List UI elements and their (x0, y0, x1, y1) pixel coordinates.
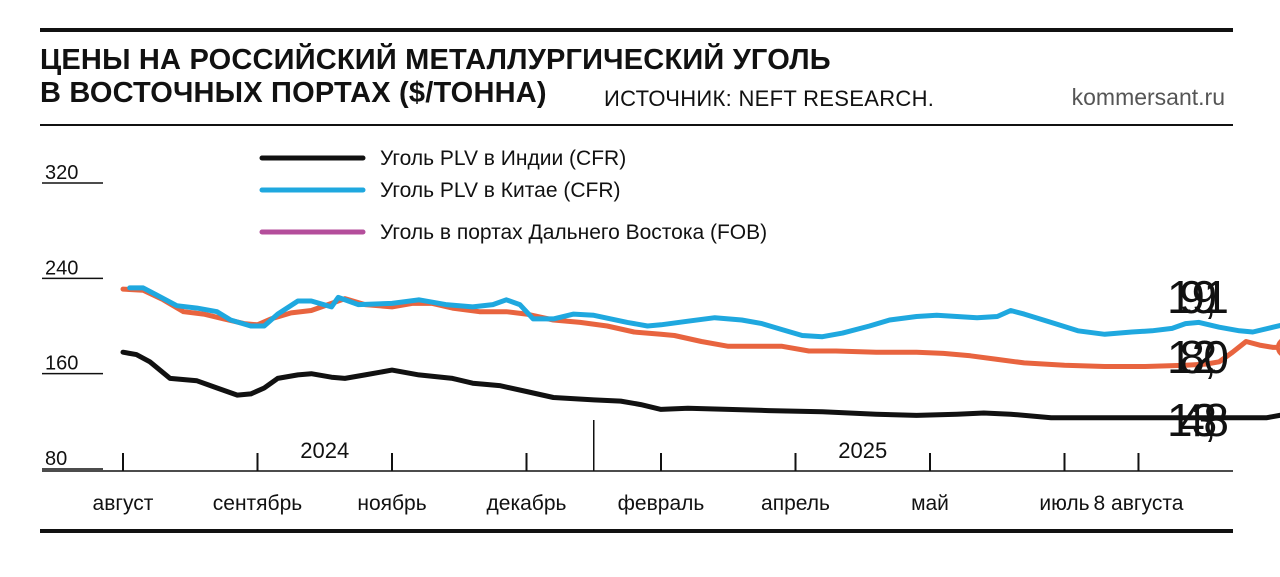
series-end-marker-2 (1275, 339, 1280, 356)
y-tick-label-240: 240 (45, 257, 78, 279)
series-line-0 (120, 349, 1280, 421)
x-tick-label-5: апрель (761, 492, 830, 515)
year-label-0: 2024 (300, 438, 349, 463)
header-rule (40, 124, 1233, 126)
year-label-1: 2025 (838, 438, 887, 463)
x-tick-label-4: февраль (618, 492, 705, 515)
chart-title-line-2: В ВОСТОЧНЫХ ПОРТАХ ($/ТОННА) (40, 77, 547, 109)
x-tick-label-1: сентябрь (213, 492, 302, 515)
chart-title: ЦЕНЫ НА РОССИЙСКИЙ МЕТАЛЛУРГИЧЕСКИЙ УГОЛ… (40, 44, 831, 110)
x-tick-label-3: декабрь (487, 492, 567, 515)
x-tick-label-8: 8 августа (1094, 492, 1184, 515)
legend-label-0: Уголь PLV в Индии (CFR) (380, 147, 626, 170)
x-tick-label-6: май (911, 492, 949, 515)
site-credit: kommersant.ru (1071, 84, 1225, 110)
bottom-rule (40, 529, 1233, 533)
legend-label-2: Уголь в портах Дальнего Востока (FOB) (380, 221, 767, 244)
final-value-label-2: 182,0 (1167, 331, 1229, 383)
top-rule (40, 28, 1233, 32)
x-tick-label-7: июль (1039, 492, 1089, 515)
y-tick-label-320: 320 (45, 162, 78, 184)
chart-title-line-1: ЦЕНЫ НА РОССИЙСКИЙ МЕТАЛЛУРГИЧЕСКИЙ УГОЛ… (40, 44, 831, 76)
series-line-1 (127, 285, 1280, 340)
final-value-label-0: 143,8 (1167, 394, 1229, 446)
y-tick-label-160: 160 (45, 353, 78, 375)
y-tick-label-80: 80 (45, 448, 67, 470)
x-tick-label-2: ноябрь (357, 492, 426, 515)
final-value-label-1: 199,1 (1167, 271, 1229, 323)
source-note: ИСТОЧНИК: NEFT RESEARCH. (604, 86, 935, 111)
legend-label-1: Уголь PLV в Китае (CFR) (380, 179, 621, 202)
x-tick-label-0: август (93, 492, 154, 515)
